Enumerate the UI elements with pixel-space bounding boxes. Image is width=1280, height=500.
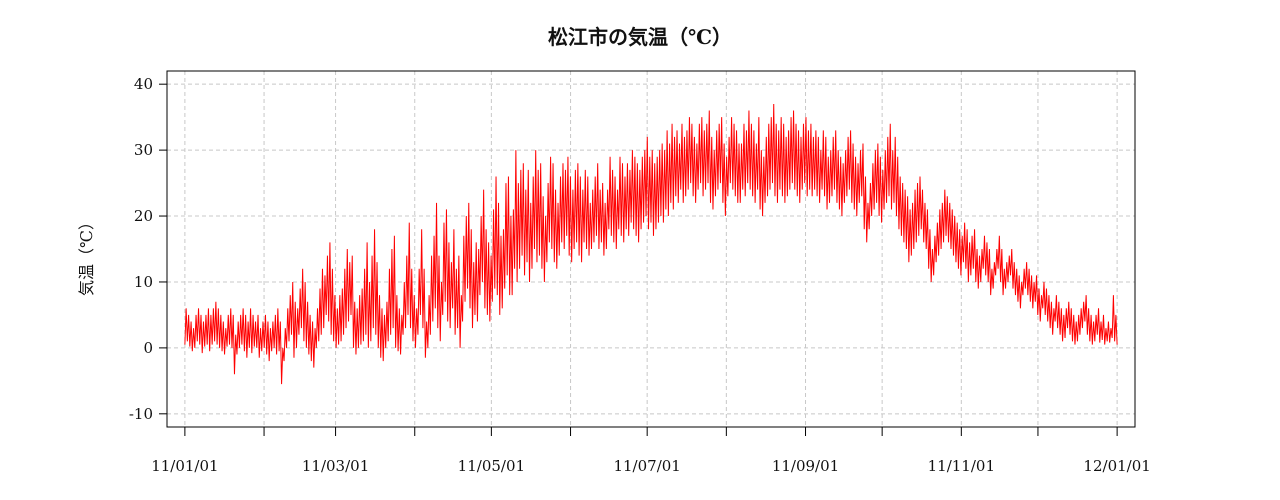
x-tick-label: 12/01/01 bbox=[1083, 457, 1150, 475]
x-tick-label: 11/07/01 bbox=[613, 457, 680, 475]
y-axis: -10 0 10 20 30 40 bbox=[129, 75, 168, 423]
temperature-series-line bbox=[184, 103, 1118, 385]
x-tick-label: 11/09/01 bbox=[772, 457, 839, 475]
y-tick-label: -10 bbox=[129, 405, 153, 423]
y-tick-label: 40 bbox=[134, 75, 153, 93]
x-tick-label: 11/05/01 bbox=[458, 457, 525, 475]
y-tick-label: 20 bbox=[134, 207, 153, 225]
x-tick-label: 11/11/01 bbox=[928, 457, 995, 475]
x-tick-label: 11/01/01 bbox=[151, 457, 218, 475]
x-tick-label: 11/03/01 bbox=[302, 457, 369, 475]
y-tick-label: 30 bbox=[134, 141, 153, 159]
series-layer bbox=[184, 103, 1118, 385]
y-tick-label: 0 bbox=[143, 339, 153, 357]
grid-lines bbox=[167, 71, 1135, 427]
chart-title: 松江市の気温（℃） bbox=[548, 25, 732, 49]
y-tick-label: 10 bbox=[134, 273, 153, 291]
x-axis: 11/01/01 11/03/01 11/05/01 11/07/01 11/09/01… bbox=[151, 426, 1151, 475]
y-axis-label: 気温（℃） bbox=[77, 214, 96, 296]
